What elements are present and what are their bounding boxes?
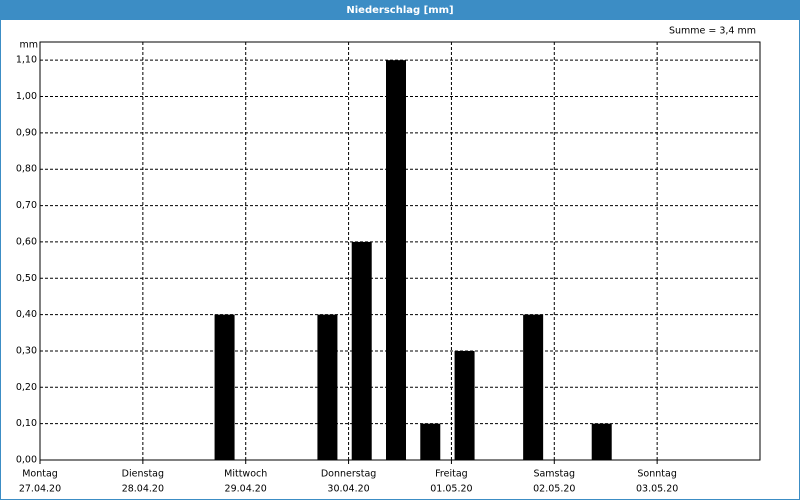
y-tick-label: 0,60 — [16, 236, 37, 247]
bar — [351, 241, 372, 460]
y-tick-label: 1,00 — [16, 91, 37, 102]
x-tick-label: Donnerstag — [321, 469, 376, 480]
x-tick-date: 01.05.20 — [430, 484, 472, 495]
bar — [591, 423, 612, 460]
y-tick-label: 0,70 — [16, 200, 37, 211]
x-tick-label: Montag — [22, 469, 58, 480]
x-tick-date: 30.04.20 — [327, 484, 369, 495]
x-tick-date: 29.04.20 — [225, 484, 267, 495]
x-tick-label: Freitag — [435, 469, 468, 480]
x-tick-date: 28.04.20 — [122, 484, 164, 495]
y-tick-label: 0,50 — [16, 273, 37, 284]
y-tick-label: 0,20 — [16, 382, 37, 393]
bar — [317, 314, 338, 460]
sum-label: Summe = 3,4 mm — [669, 26, 756, 37]
y-tick-label: 0,80 — [16, 164, 37, 175]
y-tick-label: 1,10 — [16, 55, 37, 66]
y-tick-label: 0,90 — [16, 127, 37, 138]
y-tick-label: 0,30 — [16, 345, 37, 356]
x-tick-label: Sonntag — [637, 469, 676, 480]
y-unit: mm — [19, 40, 38, 51]
x-tick-label: Mittwoch — [224, 469, 267, 480]
y-tick-label: 0,40 — [16, 309, 37, 320]
bar — [454, 350, 475, 460]
y-tick-label: 0,00 — [16, 455, 37, 466]
title-bar: Niederschlag [mm] — [1, 1, 799, 20]
x-tick-date: 27.04.20 — [19, 484, 61, 495]
x-tick-label: Dienstag — [122, 469, 164, 480]
bar — [214, 314, 235, 460]
x-tick-label: Samstag — [533, 469, 575, 480]
y-tick-label: 0,10 — [16, 418, 37, 429]
bar — [420, 423, 441, 460]
bar — [523, 314, 544, 460]
x-tick-date: 03.05.20 — [636, 484, 678, 495]
bar — [386, 60, 406, 460]
x-tick-date: 02.05.20 — [533, 484, 575, 495]
